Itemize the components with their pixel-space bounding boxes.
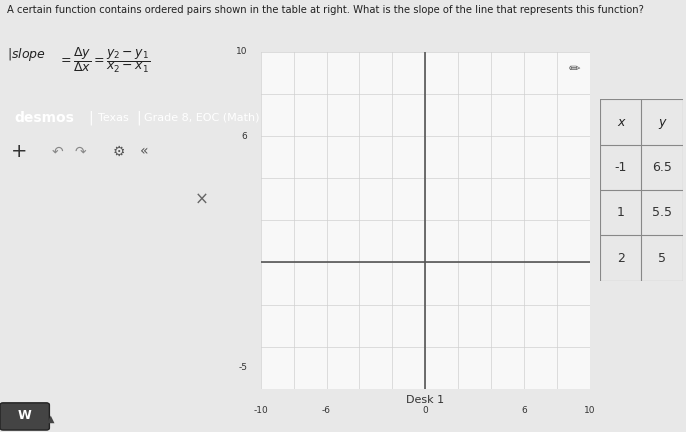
Text: x: x	[617, 115, 624, 129]
Text: 10: 10	[584, 406, 595, 415]
Text: $|slope$: $|slope$	[7, 46, 46, 63]
Text: 5: 5	[658, 251, 666, 265]
Text: 0: 0	[423, 406, 428, 415]
Text: ✏: ✏	[569, 62, 580, 76]
Text: 1: 1	[617, 206, 625, 219]
Text: $= \dfrac{\Delta y}{\Delta x} = \dfrac{y_2 - y_1}{x_2 - x_1}$: $= \dfrac{\Delta y}{\Delta x} = \dfrac{y…	[58, 46, 150, 75]
Text: y: y	[659, 115, 665, 129]
Text: ▲: ▲	[47, 413, 54, 423]
Text: ↶: ↶	[52, 144, 63, 159]
Text: desmos: desmos	[14, 111, 74, 125]
Text: Grade 8, EOC (Math) Version: Grade 8, EOC (Math) Version	[144, 113, 304, 123]
Text: Desk 1: Desk 1	[406, 395, 445, 406]
Text: 5.5: 5.5	[652, 206, 672, 219]
Text: -5: -5	[239, 363, 248, 372]
Text: +: +	[11, 142, 28, 161]
Text: 6: 6	[241, 132, 248, 140]
Text: |: |	[88, 111, 93, 125]
Text: «: «	[140, 144, 148, 159]
Text: Texas: Texas	[98, 113, 129, 123]
Text: -10: -10	[253, 406, 268, 415]
Text: 6: 6	[521, 406, 527, 415]
Text: ⚙: ⚙	[113, 144, 125, 159]
Text: -1: -1	[615, 161, 627, 174]
Text: A certain function contains ordered pairs shown in the table at right. What is t: A certain function contains ordered pair…	[7, 5, 643, 15]
Text: 10: 10	[236, 48, 248, 56]
Text: 2: 2	[617, 251, 625, 265]
Text: -6: -6	[322, 406, 331, 415]
Text: ↷: ↷	[75, 144, 86, 159]
Text: |: |	[137, 111, 141, 125]
FancyBboxPatch shape	[0, 403, 49, 430]
Text: 6.5: 6.5	[652, 161, 672, 174]
Text: ×: ×	[195, 190, 209, 208]
Text: W: W	[18, 409, 32, 422]
